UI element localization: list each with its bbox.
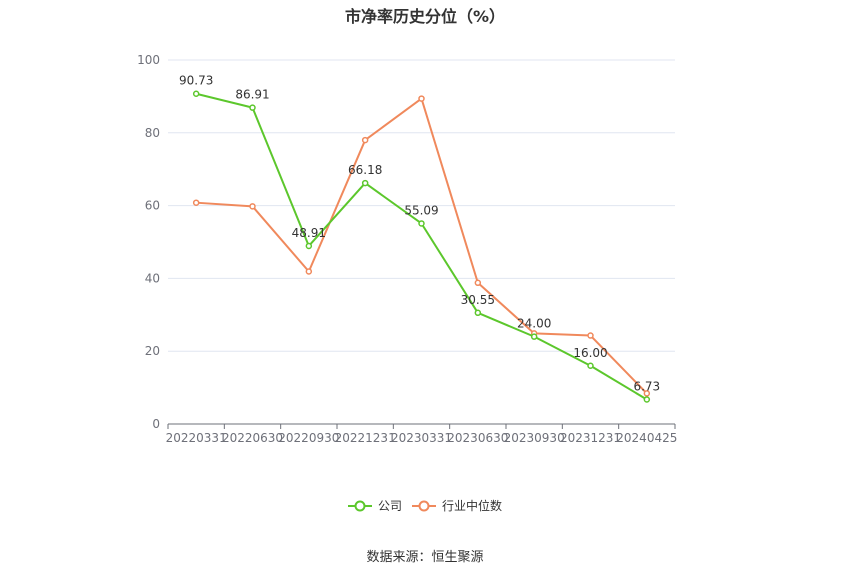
legend-label: 公司 [378, 499, 402, 513]
data-point [361, 179, 369, 187]
x-tick-label: 20220331 [166, 431, 227, 445]
data-label: 55.09 [404, 203, 438, 217]
chart-title: 市净率历史分位（%） [344, 7, 506, 26]
x-tick-label: 20220630 [222, 431, 283, 445]
data-point [305, 242, 313, 250]
legend: 公司 行业中位数 [348, 498, 502, 513]
x-tick-label: 20221231 [335, 431, 396, 445]
y-tick-label: 40 [145, 271, 160, 285]
data-point [305, 268, 313, 275]
legend-marker [354, 500, 366, 512]
y-tick-label: 0 [152, 417, 160, 431]
data-point [474, 279, 482, 287]
data-point [587, 362, 594, 370]
data-label: 86.91 [235, 88, 269, 102]
y-tick-label: 80 [145, 126, 160, 140]
x-tick-label: 20220930 [278, 431, 339, 445]
x-tick-label: 20231231 [560, 431, 621, 445]
x-tick-label: 20230331 [391, 431, 452, 445]
data-point [643, 390, 651, 397]
data-label: 30.55 [461, 293, 495, 307]
data-point [249, 203, 256, 210]
data-point [192, 90, 200, 97]
data-label: 90.73 [179, 74, 213, 88]
data-label: 48.91 [292, 226, 326, 240]
y-tick-label: 20 [145, 344, 160, 358]
data-label: 24.00 [517, 317, 551, 331]
data-point [587, 332, 594, 339]
x-tick-label: 20240425 [616, 431, 677, 445]
x-axis: 2022033120220630202209302022123120230331… [166, 423, 677, 445]
data-label: 66.18 [348, 163, 382, 177]
data-point [249, 104, 256, 111]
grid-lines [168, 59, 675, 352]
x-tick-label: 20230930 [504, 431, 565, 445]
legend-marker [418, 500, 430, 512]
data-point [530, 333, 538, 340]
y-tick-label: 100 [137, 53, 160, 67]
data-point [643, 396, 651, 403]
data-label: 16.00 [573, 346, 607, 360]
legend-label: 行业中位数 [442, 498, 502, 513]
data-point [418, 220, 425, 227]
data-labels: 90.73 86.91 48.91 66.18 55.09 30.55 24.00 16.00… [179, 74, 660, 394]
x-tick-label: 20230630 [447, 431, 508, 445]
data-point [418, 95, 425, 102]
data-label: 6.73 [633, 380, 660, 394]
series-layer [192, 90, 651, 403]
y-axis: 0 20 40 60 80 100 [137, 53, 160, 431]
y-tick-label: 60 [145, 199, 160, 213]
data-source: 数据来源：恒生聚源 [366, 550, 484, 565]
data-point [361, 136, 369, 144]
data-point [474, 309, 482, 317]
data-point [192, 199, 200, 206]
